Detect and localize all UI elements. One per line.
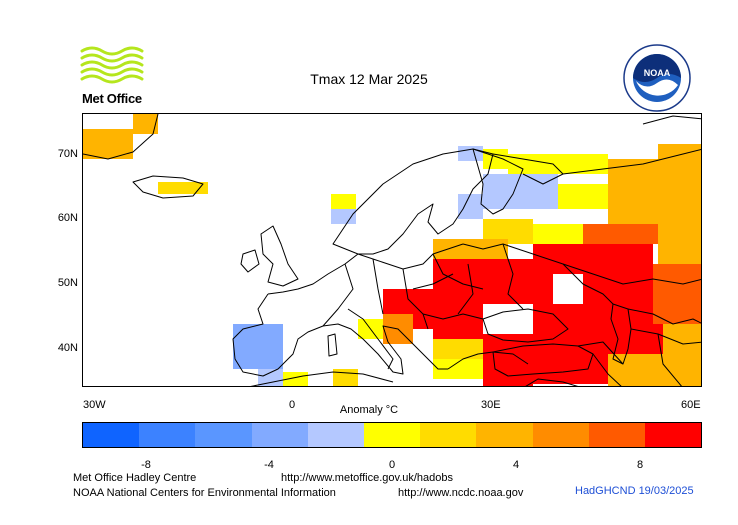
- lon-label-60e: 60E: [681, 399, 701, 411]
- metoffice-logo-text: Met Office: [82, 91, 142, 106]
- lon-label-0: 0: [289, 399, 296, 411]
- footer-metoffice-url[interactable]: http://www.metoffice.gov.uk/hadobs: [281, 472, 454, 484]
- colorbar-segment: [363, 423, 421, 447]
- colorbar-segment: [307, 423, 364, 447]
- coastlines: [83, 114, 701, 386]
- colorbar-segment: [83, 423, 140, 447]
- anomaly-map: [82, 113, 702, 387]
- footer-metoffice-org: Met Office Hadley Centre: [73, 472, 197, 484]
- colorbar-tick-label: 0: [388, 459, 396, 471]
- lat-label-40n: 40N: [57, 342, 78, 354]
- noaa-seal-text: NOAA: [644, 68, 671, 78]
- colorbar-segment: [588, 423, 645, 447]
- colorbar-tick-label: -4: [264, 459, 274, 471]
- colorbar-title: Anomaly °C: [339, 404, 399, 416]
- colorbar-tick-label: 4: [512, 459, 520, 471]
- lat-label-60n: 60N: [57, 212, 78, 224]
- colorbar-segment: [195, 423, 252, 447]
- lat-label-50n: 50N: [57, 277, 78, 289]
- map-title: Tmax 12 Mar 2025: [310, 71, 428, 87]
- lat-label-70n: 70N: [57, 148, 78, 160]
- colorbar-tick-label: 8: [636, 459, 644, 471]
- map-canvas: [83, 114, 701, 386]
- noaa-seal-icon: NOAA: [623, 44, 691, 112]
- lon-label-30e: 30E: [481, 399, 501, 411]
- colorbar: [82, 422, 702, 448]
- colorbar-tick-label: -8: [141, 459, 151, 471]
- colorbar-segment: [644, 423, 702, 447]
- colorbar-segment: [476, 423, 533, 447]
- colorbar-segment: [420, 423, 477, 447]
- metoffice-logo: [80, 45, 150, 90]
- footer-credit: HadGHCND 19/03/2025: [575, 485, 694, 497]
- colorbar-segment: [251, 423, 308, 447]
- colorbar-segment: [139, 423, 196, 447]
- noaa-logo: NOAA: [622, 43, 692, 113]
- metoffice-waves-icon: [80, 46, 144, 84]
- lon-label-30w: 30W: [83, 399, 106, 411]
- footer-noaa-org: NOAA National Centers for Environmental …: [73, 487, 336, 499]
- anomaly-grid: [83, 114, 701, 386]
- colorbar-segment: [532, 423, 589, 447]
- footer-noaa-url[interactable]: http://www.ncdc.noaa.gov: [398, 487, 524, 499]
